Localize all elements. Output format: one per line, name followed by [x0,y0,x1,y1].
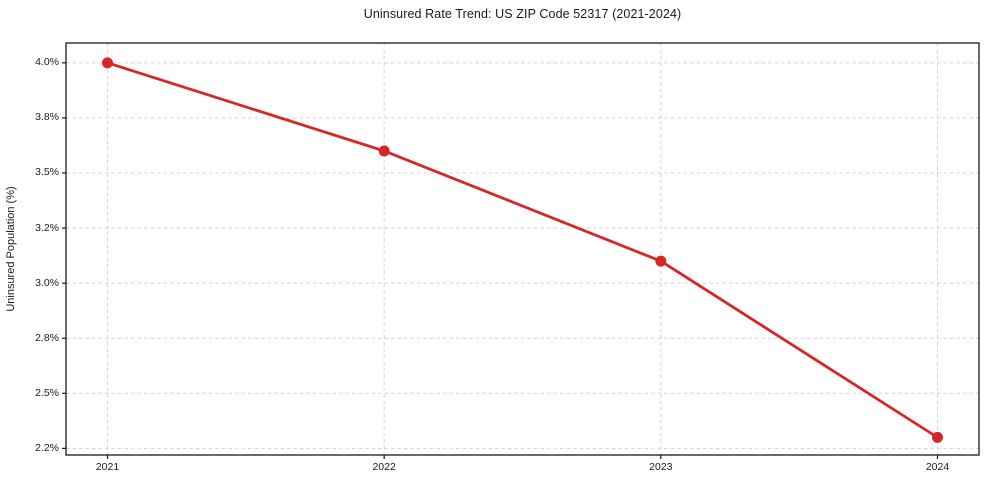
plot-border [65,42,980,456]
data-point-marker [102,57,113,69]
x-tick-label: 2021 [95,461,120,473]
x-tick-label: 2024 [925,461,950,473]
y-tick-label: 2.8% [35,331,59,344]
y-tick-label: 4.0% [35,56,59,69]
data-point-marker [932,431,943,443]
data-line [106,61,939,439]
chart-title: Uninsured Rate Trend: US ZIP Code 52317 … [363,7,682,21]
x-tick-label: 2022 [372,461,396,473]
y-tick-label: 2.2% [35,441,59,454]
y-tick-label: 3.8% [35,111,59,124]
data-point-marker [378,145,390,157]
y-tick-label: 2.5% [35,386,59,399]
data-point-marker [655,255,667,267]
y-tick-label: 3.2% [35,221,59,234]
x-tick-label: 2023 [649,461,673,473]
y-tick-label: 3.5% [35,166,59,179]
y-tick-label: 3.0% [35,276,59,289]
